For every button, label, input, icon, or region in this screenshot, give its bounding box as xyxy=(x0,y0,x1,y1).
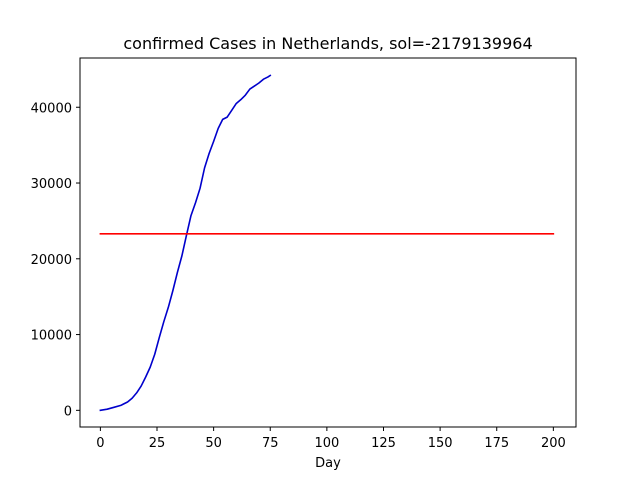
y-tick-label: 10000 xyxy=(31,329,72,344)
x-tick-label: 100 xyxy=(314,436,339,451)
y-axis: 0 10000 20000 30000 40000 xyxy=(31,101,80,419)
x-tick-label: 0 xyxy=(96,436,104,451)
y-tick-label: 0 xyxy=(64,404,72,419)
x-tick-label: 125 xyxy=(371,436,396,451)
x-tick-label: 25 xyxy=(149,436,166,451)
series-line-0 xyxy=(99,74,272,412)
y-tick-label: 20000 xyxy=(31,253,72,268)
x-tick-label: 50 xyxy=(205,436,222,451)
plot-frame xyxy=(79,57,577,428)
chart-title: confirmed Cases in Netherlands, sol=-217… xyxy=(123,34,532,53)
y-tick-label: 30000 xyxy=(31,177,72,192)
x-axis: 0 25 50 75 100 125 150 175 200 xyxy=(96,427,566,451)
x-tick-label: 75 xyxy=(262,436,279,451)
x-tick-label: 200 xyxy=(541,436,566,451)
x-tick-label: 175 xyxy=(484,436,509,451)
y-tick-label: 40000 xyxy=(31,101,72,116)
plot-area xyxy=(99,74,555,412)
x-axis-label: Day xyxy=(315,456,341,471)
x-tick-label: 150 xyxy=(428,436,453,451)
